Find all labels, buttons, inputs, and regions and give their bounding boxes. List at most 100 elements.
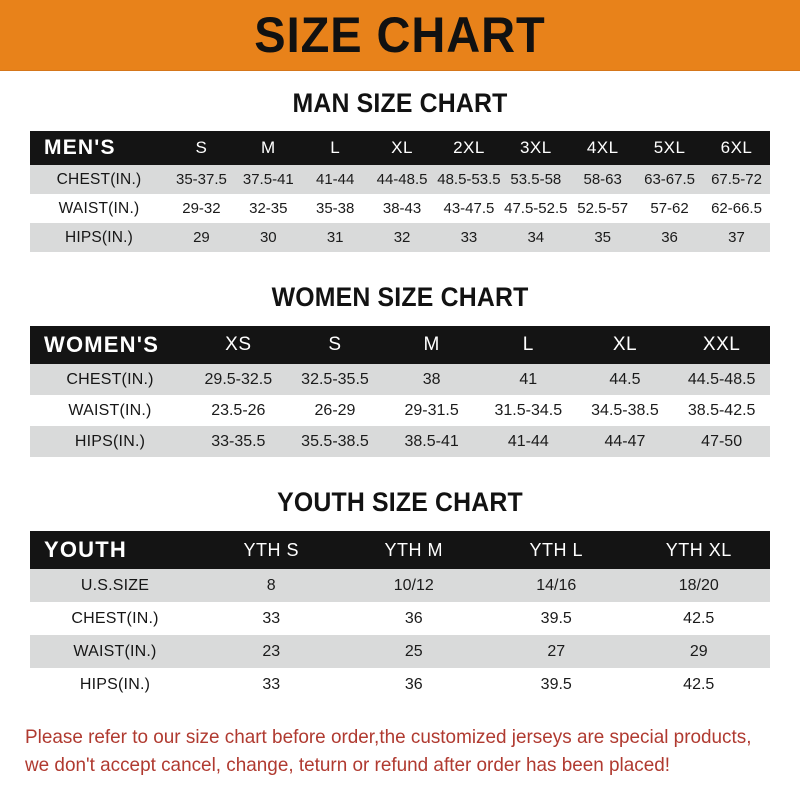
youth-col-m: YTH M <box>384 539 443 560</box>
order-policy-note: Please refer to our size chart before or… <box>25 723 753 780</box>
man-col-4xl: 4XL <box>586 138 619 157</box>
youth-waist-s: 23 <box>200 635 343 668</box>
women-waist-xs: 23.5-26 <box>190 395 287 426</box>
man-col-s: S <box>195 138 208 157</box>
youth-waist-m: 25 <box>342 635 485 668</box>
size-chart-banner: SIZE CHART <box>0 0 800 71</box>
man-waist-m: 32-35 <box>234 194 302 223</box>
man-chest-6xl: 67.5-72 <box>703 165 770 194</box>
women-size-table: WOMEN'S XS S M L XL XXL CHEST(IN.) 29.5-… <box>30 326 770 457</box>
man-chest-m: 37.5-41 <box>234 165 302 194</box>
man-hips-6xl: 37 <box>703 223 770 252</box>
women-hips-xxl: 47-50 <box>673 426 770 457</box>
women-chest-m: 38 <box>383 364 480 395</box>
man-waist-s: 29-32 <box>168 194 235 223</box>
youth-col-l: YTH L <box>529 539 583 560</box>
women-hips-xs: 33-35.5 <box>190 426 287 457</box>
table-row: WAIST(IN.) 23 25 27 29 <box>30 635 770 668</box>
youth-waist-l: 27 <box>485 635 628 668</box>
table-row: WAIST(IN.) 23.5-26 26-29 29-31.5 31.5-34… <box>30 395 770 426</box>
man-chest-4xl: 58-63 <box>569 165 637 194</box>
women-col-xl: XL <box>612 334 638 355</box>
man-chest-5xl: 63-67.5 <box>636 165 703 194</box>
women-corner-label: WOMEN'S <box>44 332 160 357</box>
table-row: CHEST(IN.) 29.5-32.5 32.5-35.5 38 41 44.… <box>30 364 770 395</box>
man-row-label-hips: HIPS(IN.) <box>30 223 168 252</box>
youth-row-label-hips: HIPS(IN.) <box>30 668 200 701</box>
women-chest-xl: 44.5 <box>576 364 674 395</box>
women-col-xs: XS <box>225 334 252 355</box>
table-row: WAIST(IN.) 29-32 32-35 35-38 38-43 43-47… <box>30 194 770 223</box>
women-hips-s: 35.5-38.5 <box>286 426 384 457</box>
man-chest-s: 35-37.5 <box>168 165 235 194</box>
youth-waist-xl: 29 <box>627 635 770 668</box>
man-chest-xl: 44-48.5 <box>368 165 436 194</box>
man-hips-s: 29 <box>168 223 235 252</box>
man-chest-3xl: 53.5-58 <box>502 165 570 194</box>
man-size-table: MEN'S S M L XL 2XL 3XL 4XL 5XL 6XL CHEST… <box>30 131 770 252</box>
table-row: CHEST(IN.) 33 36 39.5 42.5 <box>30 602 770 635</box>
women-col-xxl: XXL <box>702 334 741 355</box>
women-waist-m: 29-31.5 <box>383 395 480 426</box>
women-col-s: S <box>328 334 342 355</box>
man-hips-2xl: 33 <box>435 223 503 252</box>
page-title: SIZE CHART <box>254 7 546 63</box>
youth-hips-s: 33 <box>200 668 343 701</box>
man-section-title: MAN SIZE CHART <box>292 88 508 118</box>
youth-col-xl: YTH XL <box>665 539 732 560</box>
youth-corner-label: YOUTH <box>44 537 127 562</box>
women-waist-s: 26-29 <box>286 395 384 426</box>
man-hips-4xl: 35 <box>569 223 637 252</box>
man-size-table-wrapper: MEN'S S M L XL 2XL 3XL 4XL 5XL 6XL CHEST… <box>30 131 770 252</box>
women-waist-xxl: 38.5-42.5 <box>673 395 770 426</box>
youth-chest-l: 39.5 <box>485 602 628 635</box>
man-waist-l: 35-38 <box>301 194 369 223</box>
youth-chest-xl: 42.5 <box>627 602 770 635</box>
women-table-header-row: WOMEN'S XS S M L XL XXL <box>30 326 770 364</box>
women-waist-l: 31.5-34.5 <box>479 395 577 426</box>
women-row-label-chest: CHEST(IN.) <box>30 364 190 395</box>
man-col-m: M <box>260 138 276 157</box>
women-hips-m: 38.5-41 <box>383 426 480 457</box>
man-col-2xl: 2XL <box>453 138 485 157</box>
table-row: U.S.SIZE 8 10/12 14/16 18/20 <box>30 569 770 602</box>
youth-hips-l: 39.5 <box>485 668 628 701</box>
youth-row-label-chest: CHEST(IN.) <box>30 602 200 635</box>
man-col-6xl: 6XL <box>720 138 753 157</box>
man-hips-xl: 32 <box>368 223 436 252</box>
man-col-xl: XL <box>391 138 413 157</box>
women-col-l: L <box>522 334 534 355</box>
youth-ussize-xl: 18/20 <box>627 569 770 602</box>
youth-section-title: YOUTH SIZE CHART <box>277 487 523 517</box>
man-row-label-chest: CHEST(IN.) <box>30 165 168 194</box>
youth-hips-m: 36 <box>342 668 485 701</box>
youth-size-table: YOUTH YTH S YTH M YTH L YTH XL U.S.SIZE … <box>30 531 770 701</box>
order-policy-line-2: we don't accept cancel, change, teturn o… <box>25 754 671 777</box>
man-waist-5xl: 57-62 <box>636 194 703 223</box>
man-table-header-row: MEN'S S M L XL 2XL 3XL 4XL 5XL 6XL <box>30 131 770 165</box>
women-waist-xl: 34.5-38.5 <box>576 395 674 426</box>
youth-row-label-us-size: U.S.SIZE <box>30 569 200 602</box>
man-chest-l: 41-44 <box>301 165 369 194</box>
order-policy-line-1: Please refer to our size chart before or… <box>25 726 752 748</box>
man-hips-m: 30 <box>234 223 302 252</box>
man-waist-4xl: 52.5-57 <box>569 194 637 223</box>
man-hips-3xl: 34 <box>502 223 570 252</box>
women-chest-xxl: 44.5-48.5 <box>673 364 770 395</box>
man-hips-5xl: 36 <box>636 223 703 252</box>
youth-chest-m: 36 <box>342 602 485 635</box>
women-chest-l: 41 <box>479 364 577 395</box>
man-waist-xl: 38-43 <box>368 194 436 223</box>
youth-hips-xl: 42.5 <box>627 668 770 701</box>
man-row-label-waist: WAIST(IN.) <box>30 194 168 223</box>
table-row: CHEST(IN.) 35-37.5 37.5-41 41-44 44-48.5… <box>30 165 770 194</box>
women-hips-l: 41-44 <box>479 426 577 457</box>
youth-ussize-l: 14/16 <box>485 569 628 602</box>
women-section-title: WOMEN SIZE CHART <box>271 282 529 312</box>
man-waist-3xl: 47.5-52.5 <box>502 194 570 223</box>
table-row: HIPS(IN.) 29 30 31 32 33 34 35 36 37 <box>30 223 770 252</box>
man-col-3xl: 3XL <box>519 138 552 157</box>
women-size-table-wrapper: WOMEN'S XS S M L XL XXL CHEST(IN.) 29.5-… <box>30 326 770 457</box>
youth-size-table-wrapper: YOUTH YTH S YTH M YTH L YTH XL U.S.SIZE … <box>30 531 770 701</box>
women-row-label-waist: WAIST(IN.) <box>30 395 190 426</box>
